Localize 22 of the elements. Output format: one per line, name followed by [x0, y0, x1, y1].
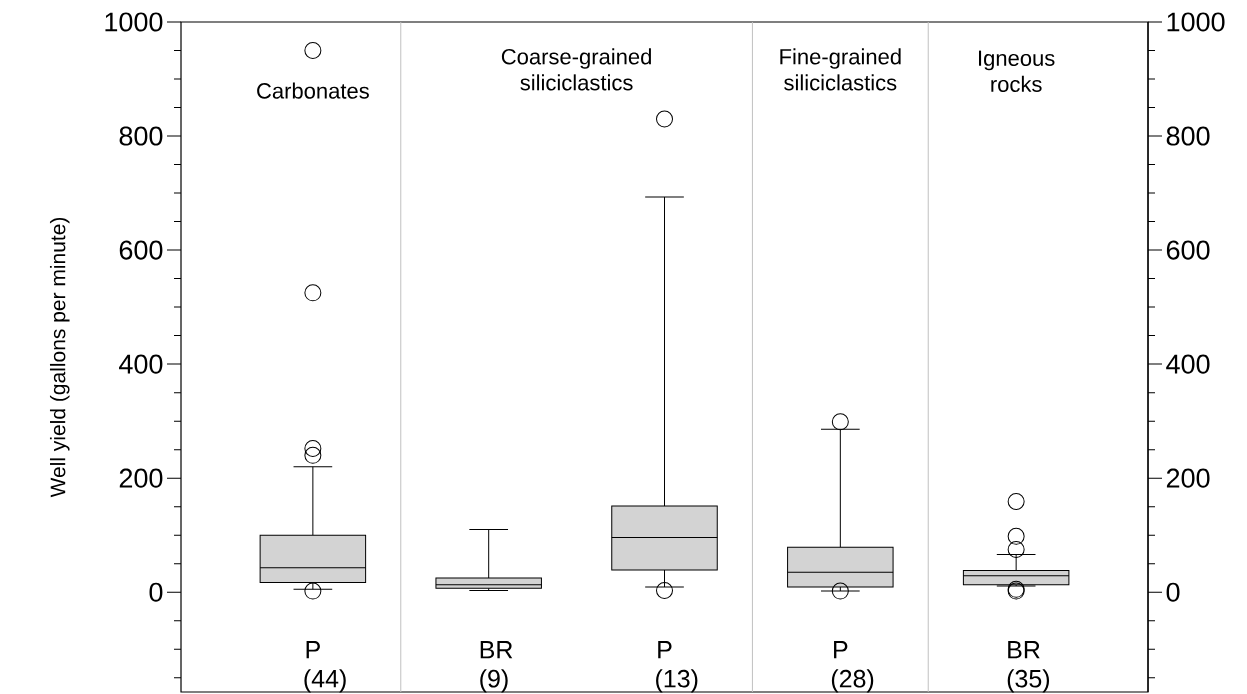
x-tick-label: BR (35) — [1007, 641, 1050, 693]
y2-tick-label: 400 — [1166, 354, 1210, 374]
annotation: Carbonates — [257, 82, 369, 99]
y-tick-label: 200 — [119, 468, 163, 488]
y2-tick-label: 0 — [1166, 582, 1180, 602]
y-tick-label: 800 — [119, 126, 163, 146]
y-tick-label: 0 — [149, 582, 163, 602]
y2-tick-label: 200 — [1166, 468, 1210, 488]
y2-tick-label: 600 — [1166, 240, 1210, 260]
x-tick-label: BR (9) — [480, 641, 513, 693]
y2-tick-label: 1000 — [1167, 12, 1225, 32]
y2-tick-label: 800 — [1166, 126, 1210, 146]
annotation: Igneous rocks — [979, 50, 1055, 92]
annotation: Fine-grained siliciclastics — [780, 48, 901, 91]
x-tick-label: P (13) — [656, 641, 698, 693]
x-tick-label: P (44) — [304, 641, 346, 693]
y-tick-label: 1000 — [105, 12, 163, 32]
y-axis-title: Well yield (gallons per minute) — [49, 217, 70, 498]
y-tick-label: 600 — [119, 240, 163, 260]
y-tick-label: 400 — [119, 354, 163, 374]
annotation: Coarse-grained siliciclastics — [501, 48, 651, 91]
x-tick-label: P (28) — [831, 641, 874, 693]
